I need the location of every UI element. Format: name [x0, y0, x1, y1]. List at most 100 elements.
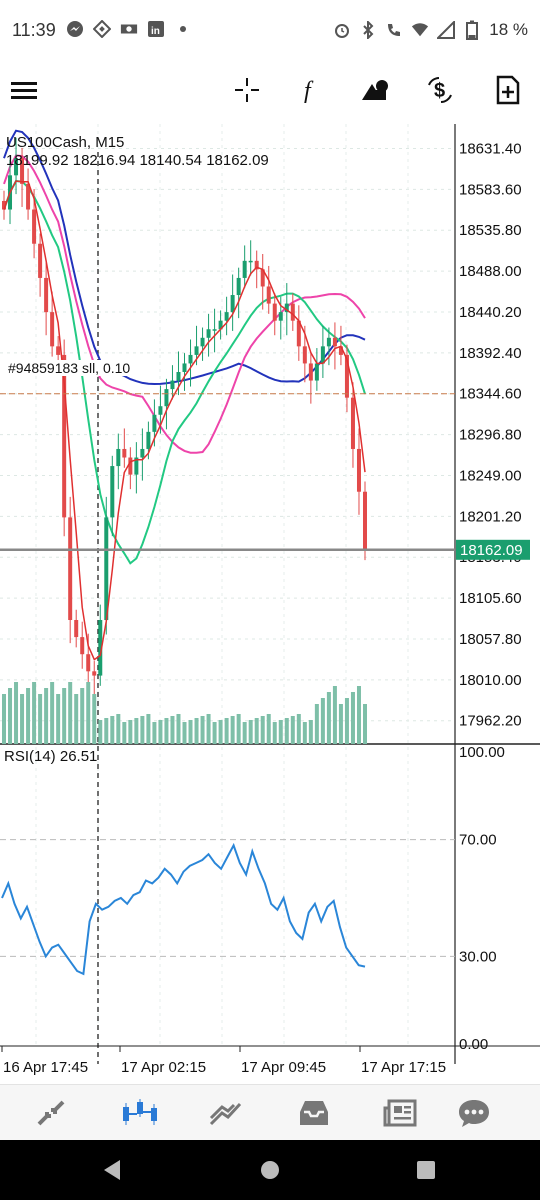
volume-bar [296, 714, 301, 744]
volume-bar [194, 718, 199, 744]
rsi-pane: 0.00 30.00 70.00 100.00 [0, 744, 505, 1053]
tab-chat[interactable] [444, 1091, 504, 1135]
candle-body [2, 200, 6, 210]
volume-bar [8, 688, 13, 744]
candle-body [176, 372, 181, 381]
candle [98, 604, 103, 686]
candle [296, 305, 301, 361]
candle-body [116, 448, 121, 467]
svg-text:$: $ [434, 80, 445, 102]
volume-bar [356, 686, 361, 744]
tab-history[interactable] [284, 1091, 344, 1135]
candle-body [272, 303, 277, 321]
candle-body [290, 303, 295, 321]
candle-body [14, 158, 19, 176]
candle [92, 661, 97, 699]
tab-quotes[interactable] [22, 1091, 82, 1135]
price-tick-label: 18392.40 [459, 345, 522, 362]
volume-bar [218, 720, 223, 744]
candle-body [68, 517, 73, 620]
price-tick-label: 18296.80 [459, 427, 522, 444]
candle-body [122, 448, 127, 458]
rsi-tick-label: 70.00 [459, 832, 497, 849]
candle-body [344, 354, 349, 398]
candle-body [128, 457, 133, 475]
candle [218, 310, 223, 340]
volume-bar [38, 694, 43, 744]
candle [122, 428, 127, 468]
recents-icon[interactable] [414, 1158, 438, 1182]
candle [350, 382, 355, 468]
price-chart[interactable]: 18631.40 18583.60 18535.80 18488.00 18440.20… [0, 124, 540, 1084]
new-order-button[interactable] [486, 68, 530, 112]
candle-body [218, 320, 223, 330]
time-tick-label: 16 Apr 17:45 [3, 1059, 88, 1076]
svg-text:f: f [304, 78, 314, 104]
candle-body [266, 286, 271, 304]
candle-body [146, 431, 151, 449]
back-icon[interactable] [100, 1158, 124, 1182]
tab-trade[interactable] [196, 1091, 256, 1135]
home-icon[interactable] [258, 1158, 282, 1182]
bottom-navigation [0, 1084, 540, 1140]
candle-body [206, 329, 211, 338]
candle-body [20, 158, 25, 184]
candle-body [56, 346, 61, 355]
candle [326, 327, 331, 366]
candle [230, 274, 235, 331]
indicators-button[interactable]: f [290, 68, 334, 112]
candle-body [44, 277, 49, 313]
candle [104, 496, 109, 635]
chart-area[interactable]: 18631.40 18583.60 18535.80 18488.00 18440.20… [0, 124, 540, 1084]
candle [80, 621, 85, 669]
menu-button[interactable] [2, 68, 46, 112]
crosshair-button[interactable] [225, 68, 269, 112]
volume-bar [290, 716, 295, 744]
volume-bar [92, 694, 97, 744]
candle [308, 353, 313, 404]
candle-body [350, 397, 355, 449]
news-tab-icon [383, 1099, 417, 1127]
candle [128, 447, 133, 490]
candle-body [134, 457, 139, 475]
volume-bar [344, 698, 349, 744]
candle-body [104, 517, 109, 620]
volume-bar [242, 722, 247, 744]
volume-bar [62, 688, 67, 744]
chart-toolbar: f $ [0, 62, 540, 118]
candle-body [254, 260, 259, 270]
order-line-label[interactable]: #94859183 sll, 0.10 [8, 360, 131, 376]
current-price-badge [456, 539, 530, 560]
price-tick-label: 18010.00 [459, 672, 522, 689]
chart-tab-icon [123, 1099, 157, 1125]
price-tick-label: 17962.20 [459, 713, 522, 730]
volume-bar [56, 694, 61, 744]
android-navigation-bar [0, 1140, 540, 1200]
candle [266, 265, 271, 314]
candle [188, 339, 193, 387]
volume-bar [320, 698, 325, 744]
candle-body [26, 183, 31, 210]
volume-bar [188, 720, 193, 744]
candle-body [284, 303, 289, 313]
candle [50, 291, 55, 357]
symbol-change-button[interactable]: $ [418, 68, 462, 112]
linkedin-icon: in [147, 20, 165, 38]
tab-chart[interactable] [110, 1091, 170, 1135]
rsi-tick-label: 0.00 [459, 1036, 488, 1053]
candle-body [302, 346, 307, 364]
candle-body [296, 320, 301, 347]
candle-body [242, 260, 247, 278]
volume-bar [224, 718, 229, 744]
candle-body [224, 312, 229, 321]
objects-button[interactable] [353, 68, 397, 112]
time-tick-label: 17 Apr 17:15 [361, 1059, 446, 1076]
candle [260, 253, 265, 310]
volume-bar [284, 718, 289, 744]
candle-body [332, 337, 337, 347]
volume-bar [314, 704, 319, 744]
alarm-icon [333, 21, 351, 39]
volume-bar [152, 722, 157, 744]
candle-body [80, 637, 85, 655]
tab-news[interactable] [370, 1091, 430, 1135]
